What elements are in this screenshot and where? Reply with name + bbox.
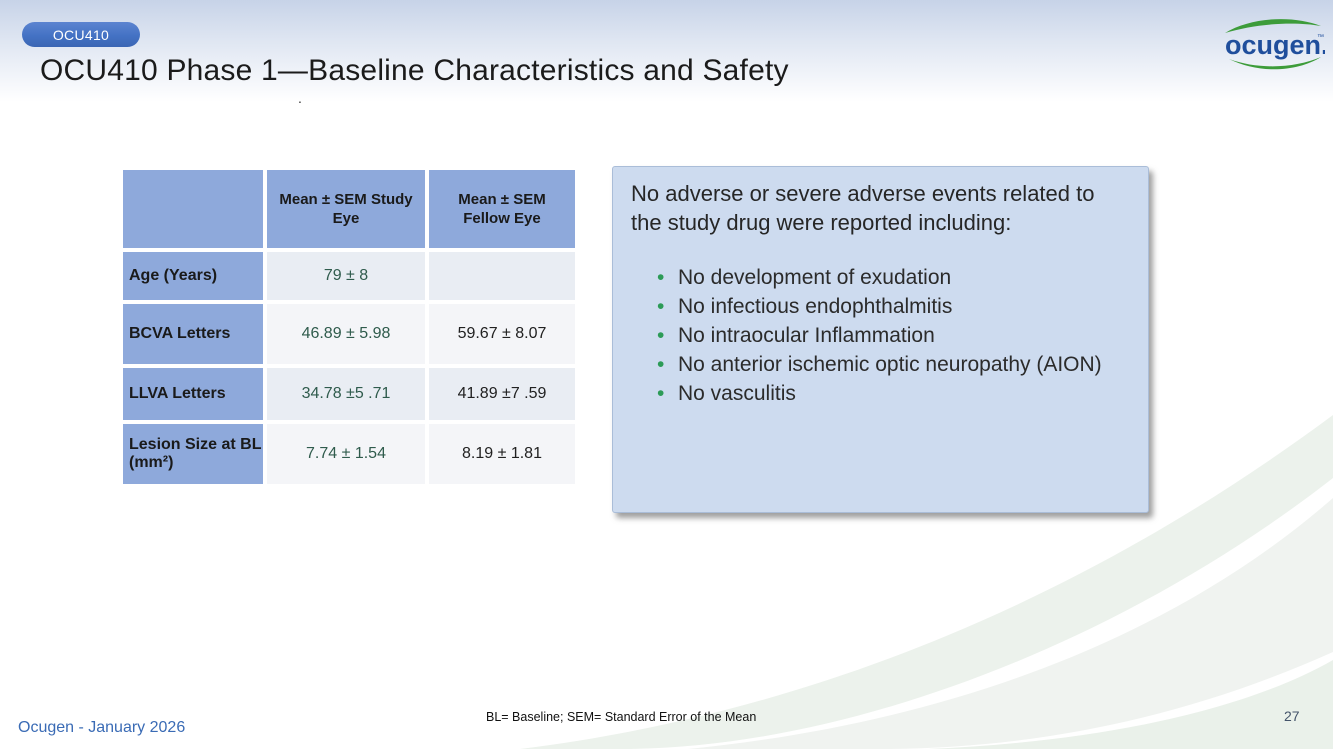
safety-bullet-text: No intraocular Inflammation [678, 324, 935, 347]
safety-bullet-aion: • No anterior ischemic optic neuropathy … [657, 351, 1130, 380]
bcva-fellow-value: 59.67 ± 8.07 [429, 304, 575, 364]
svg-text:™: ™ [1317, 34, 1324, 41]
footer-company-date: Ocugen - January 2026 [18, 719, 186, 736]
bullet-dot-icon: • [657, 324, 665, 347]
safety-bullet-text: No anterior ischemic optic neuropathy (A… [678, 352, 1102, 376]
bullet-dot-icon: • [657, 266, 665, 290]
lesion-fellow-value: 8.19 ± 1.81 [429, 424, 575, 484]
safety-bullet-list: • No development of exudation • No infec… [631, 264, 1130, 409]
table-header-empty [123, 170, 263, 248]
baseline-characteristics-table: Mean ± SEM Study Eye Mean ± SEM Fellow E… [123, 170, 575, 484]
row-label-age: Age (Years) [123, 252, 263, 300]
safety-bullet-endophthalmitis: • No infectious endophthalmitis [657, 293, 1130, 322]
row-label-lesion-size: Lesion Size at BL (mm²) [123, 424, 263, 484]
safety-bullet-text: No infectious endophthalmitis [678, 295, 953, 319]
safety-summary-box: No adverse or severe adverse events rela… [612, 166, 1149, 513]
footnote-abbreviations: BL= Baseline; SEM= Standard Error of the… [486, 710, 757, 724]
row-label-bcva: BCVA Letters [123, 304, 263, 364]
age-fellow-value [429, 252, 575, 300]
safety-bullet-exudation: • No development of exudation [657, 264, 1130, 293]
safety-bullet-inflammation: • No intraocular Inflammation [657, 322, 1130, 351]
llva-study-value: 34.78 ±5 .71 [267, 368, 425, 420]
age-study-value: 79 ± 8 [267, 252, 425, 300]
bullet-dot-icon: • [657, 352, 665, 376]
table-header-fellow-eye: Mean ± SEM Fellow Eye [429, 170, 575, 248]
stray-period-mark: . [298, 90, 302, 106]
safety-bullet-vasculitis: • No vasculitis [657, 380, 1130, 409]
safety-intro-text: No adverse or severe adverse events rela… [631, 181, 1095, 236]
safety-bullet-text: No vasculitis [678, 381, 796, 405]
safety-bullet-text: No development of exudation [678, 266, 952, 290]
program-tag-label: OCU410 [52, 26, 110, 43]
logo-bottom-swoosh-icon [1229, 57, 1321, 70]
logo-top-swoosh-icon [1225, 19, 1321, 33]
row-label-llva: LLVA Letters [123, 368, 263, 420]
svg-text:ocugen.: ocugen. [1225, 30, 1325, 60]
top-gradient-band [0, 0, 1333, 102]
ocugen-logo: ocugen. ™ [1221, 13, 1329, 79]
program-tag-badge: OCU410 [22, 22, 140, 47]
table-header-study-eye: Mean ± SEM Study Eye [267, 170, 425, 248]
slide-title: OCU410 Phase 1—Baseline Characteristics … [40, 54, 789, 87]
llva-fellow-value: 41.89 ±7 .59 [429, 368, 575, 420]
lesion-study-value: 7.74 ± 1.54 [267, 424, 425, 484]
bcva-study-value: 46.89 ± 5.98 [267, 304, 425, 364]
bullet-dot-icon: • [657, 381, 665, 405]
bullet-dot-icon: • [657, 295, 665, 319]
page-number: 27 [1284, 708, 1300, 724]
